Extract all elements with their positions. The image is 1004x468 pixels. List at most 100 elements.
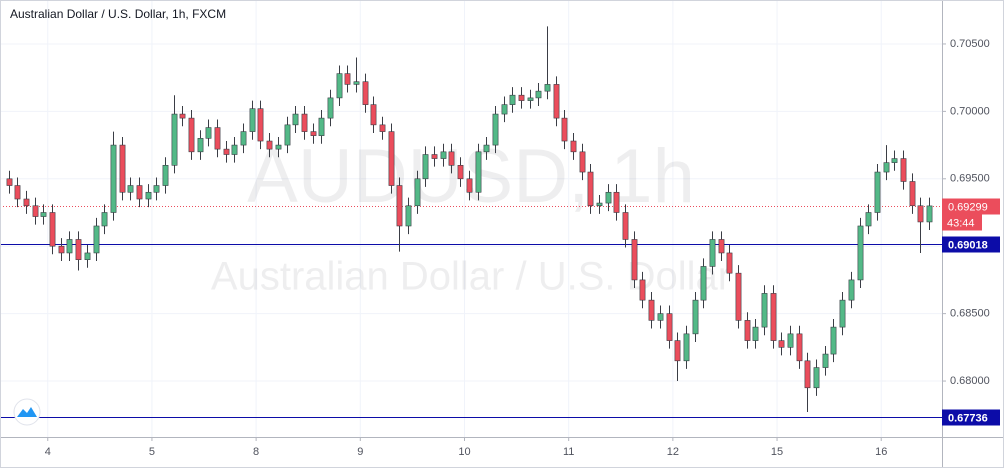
- candle-body: [518, 94, 525, 101]
- countdown-label: 43:44: [947, 217, 975, 229]
- candle-body: [501, 104, 508, 115]
- candle-body: [735, 272, 742, 321]
- candle-body: [284, 124, 291, 146]
- candle-body: [93, 225, 100, 254]
- candle-body: [926, 205, 933, 223]
- y-tick-label: 0.68500: [950, 308, 990, 320]
- candle-body: [527, 97, 534, 101]
- candle-body: [822, 353, 829, 368]
- candle-body: [257, 108, 264, 142]
- candle-body: [188, 117, 195, 153]
- candle-body: [275, 144, 282, 150]
- candle-body: [666, 313, 673, 341]
- candle-body: [110, 144, 117, 213]
- candle-body: [813, 367, 820, 389]
- candle-body: [865, 212, 872, 227]
- watermark-subtitle: Australian Dollar / U.S. Dollar: [211, 255, 731, 299]
- candle-body: [388, 131, 395, 186]
- candle-body: [744, 320, 751, 341]
- price-label: 0.67736: [948, 412, 988, 424]
- price-label-box: [942, 236, 1000, 253]
- candle-body: [587, 171, 594, 207]
- candle-body: [136, 185, 143, 200]
- candle-body: [509, 94, 516, 105]
- candle-body: [761, 293, 768, 328]
- last-price-box: [942, 198, 1000, 215]
- candle-body: [162, 165, 169, 186]
- candle-body: [205, 127, 212, 139]
- candle-body: [648, 299, 655, 321]
- candle-body: [839, 299, 846, 328]
- candles: [6, 26, 933, 413]
- candle-body: [535, 90, 542, 99]
- candle-body: [75, 239, 82, 260]
- candle-body: [492, 113, 499, 146]
- candle-body: [119, 144, 126, 193]
- candle-body: [266, 140, 273, 150]
- logo-icon[interactable]: [17, 407, 37, 417]
- last-price-label: 0.69299: [948, 201, 988, 213]
- candle-body: [405, 205, 412, 227]
- candle-body: [891, 158, 898, 163]
- x-tick-label: 4: [45, 446, 51, 458]
- candle-body: [327, 97, 334, 119]
- candle-body: [240, 131, 247, 146]
- x-tick-label: 11: [563, 446, 574, 458]
- candle-body: [778, 340, 785, 348]
- candle-body: [657, 313, 664, 321]
- candle-body: [631, 239, 638, 281]
- candle-body: [440, 151, 447, 159]
- candle-body: [622, 212, 629, 240]
- candle-body: [683, 333, 690, 362]
- candle-body: [310, 131, 317, 136]
- price-lines: [0, 206, 942, 418]
- candle-body: [431, 154, 438, 159]
- x-tick-label: 8: [253, 446, 259, 458]
- candle-body: [197, 138, 204, 153]
- candle-body: [596, 202, 603, 207]
- candle-body: [639, 279, 646, 301]
- candle-body: [718, 239, 725, 254]
- candle-body: [414, 178, 421, 207]
- candle-body: [909, 181, 916, 207]
- candle-body: [475, 151, 482, 193]
- candle-body: [613, 191, 620, 213]
- candle-body: [709, 239, 716, 267]
- logo[interactable]: [13, 398, 41, 426]
- candle-body: [726, 252, 733, 274]
- candle-body: [127, 185, 134, 193]
- candle-body: [292, 113, 299, 126]
- candle-body: [32, 205, 39, 217]
- candle-body: [770, 293, 777, 341]
- candle-body: [570, 140, 577, 153]
- x-tick-label: 15: [771, 446, 783, 458]
- logo-circle[interactable]: [13, 398, 41, 426]
- y-tick-label: 0.70000: [950, 105, 990, 117]
- x-tick-label: 12: [667, 446, 679, 458]
- candle-body: [370, 104, 377, 126]
- candle-body: [362, 81, 369, 105]
- candle-body: [301, 113, 308, 132]
- candle-body: [179, 113, 186, 119]
- candle-body: [344, 73, 351, 85]
- candle-body: [145, 191, 152, 200]
- candle-body: [917, 205, 924, 223]
- candle-body: [700, 266, 707, 301]
- candle-body: [561, 117, 568, 142]
- candle-body: [674, 340, 681, 362]
- candle-body: [448, 151, 455, 166]
- candle-body: [40, 212, 47, 217]
- candle-body: [336, 73, 343, 99]
- x-tick-label: 10: [458, 446, 470, 458]
- candle-body: [318, 117, 325, 136]
- candle-body: [379, 124, 386, 132]
- candle-body: [874, 171, 881, 213]
- grid: [0, 0, 942, 437]
- candle-body: [692, 299, 699, 335]
- x-tick-label: 16: [875, 446, 887, 458]
- candle-body: [848, 279, 855, 301]
- x-tick-label: 5: [149, 446, 155, 458]
- candle-body: [883, 162, 890, 173]
